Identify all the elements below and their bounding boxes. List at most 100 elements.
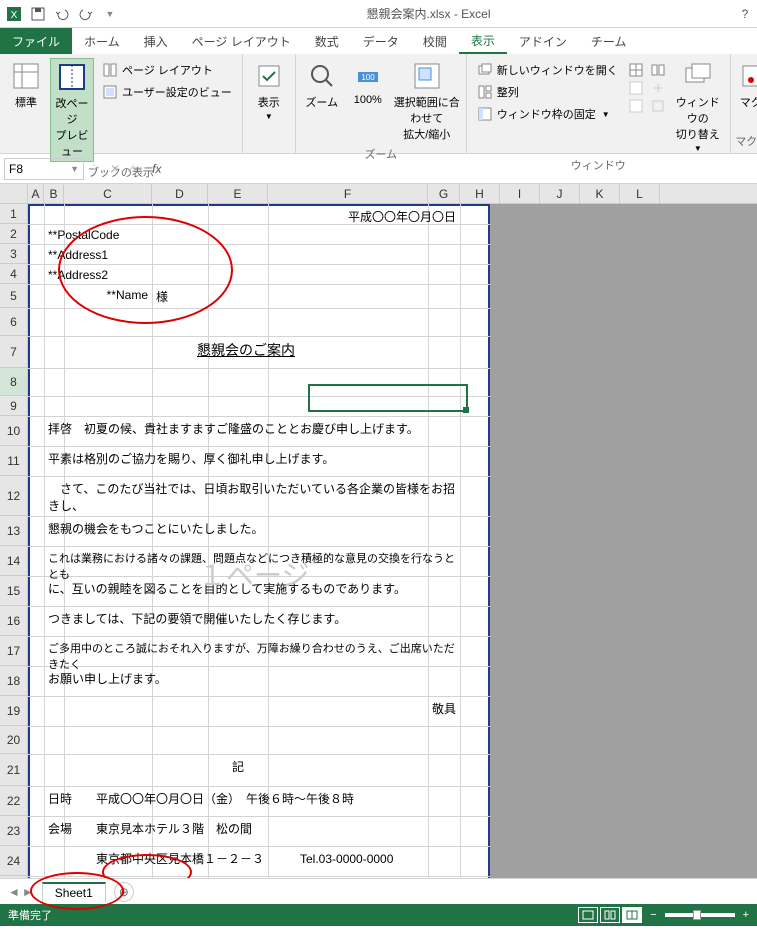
help-icon[interactable]: ?: [733, 7, 757, 21]
show-button[interactable]: 表示▼: [247, 58, 291, 123]
col-header-E[interactable]: E: [208, 184, 268, 203]
tab-home[interactable]: ホーム: [72, 28, 132, 54]
col-header-A[interactable]: A: [28, 184, 44, 203]
cell-B16[interactable]: つきましては、下記の要領で開催いたしたく存じます。: [48, 610, 456, 627]
cell-B17[interactable]: ご多用中のところ誠におそれ入りますが、万障お繰り合わせのうえ、ご出席いただきたく: [48, 640, 456, 672]
cell-F1[interactable]: 平成〇〇年〇月〇日: [272, 208, 456, 225]
sheet-prev-icon[interactable]: ◄: [8, 885, 20, 899]
cell-B10[interactable]: 拝啓 初夏の候、貴社ますますご隆盛のこととお慶び申し上げます。: [48, 420, 456, 437]
zoom-in-icon[interactable]: +: [743, 909, 749, 921]
view-pagelayout-icon[interactable]: [600, 907, 620, 923]
row-header-16[interactable]: 16: [0, 606, 28, 636]
qat-dropdown-icon[interactable]: ▼: [100, 4, 120, 24]
row-header-20[interactable]: 20: [0, 726, 28, 754]
cell-B2[interactable]: **PostalCode: [48, 228, 204, 242]
tab-page-layout[interactable]: ページ レイアウト: [180, 28, 303, 54]
cell-C5[interactable]: **Name: [68, 288, 148, 302]
zoom-selection-button[interactable]: 選択範囲に合わせて 拡大/縮小: [392, 58, 462, 144]
row-header-1[interactable]: 1: [0, 204, 28, 224]
col-header-J[interactable]: J: [540, 184, 580, 203]
row-header-17[interactable]: 17: [0, 636, 28, 666]
macro-button[interactable]: マク: [735, 58, 757, 112]
zoom-button[interactable]: ズーム: [300, 58, 344, 112]
col-header-D[interactable]: D: [152, 184, 208, 203]
row-header-12[interactable]: 12: [0, 476, 28, 516]
reset-pos-icon[interactable]: [650, 98, 666, 114]
cells-region[interactable]: 平成〇〇年〇月〇日 **PostalCode **Address1 **Address…: [28, 204, 757, 878]
row-header-2[interactable]: 2: [0, 224, 28, 244]
custom-views-button[interactable]: ユーザー設定のビュー: [98, 82, 236, 102]
col-header-K[interactable]: K: [580, 184, 620, 203]
fx-icon[interactable]: fx: [146, 162, 167, 176]
cell-E21[interactable]: 記: [212, 758, 264, 775]
zoom-slider[interactable]: [665, 913, 735, 917]
normal-view-button[interactable]: 標準: [4, 58, 48, 112]
unhide-icon[interactable]: [628, 98, 644, 114]
tab-data[interactable]: データ: [351, 28, 411, 54]
sheet-nav[interactable]: ◄ ►: [8, 885, 34, 899]
cell-F19[interactable]: 敬具: [272, 700, 456, 717]
row-header-4[interactable]: 4: [0, 264, 28, 284]
add-sheet-button[interactable]: ⊕: [114, 882, 134, 902]
undo-icon[interactable]: [52, 4, 72, 24]
row-header-10[interactable]: 10: [0, 416, 28, 446]
row-header-14[interactable]: 14: [0, 546, 28, 576]
cell-C7[interactable]: 懇親会のご案内: [68, 340, 424, 360]
sheet-tab-1[interactable]: Sheet1: [42, 882, 106, 902]
new-window-button[interactable]: 新しいウィンドウを開く: [473, 60, 622, 80]
name-box-dropdown-icon[interactable]: ▼: [70, 164, 79, 174]
zoom-out-icon[interactable]: −: [650, 909, 656, 921]
view-pagebreak-icon[interactable]: [622, 907, 642, 923]
row-header-18[interactable]: 18: [0, 666, 28, 696]
col-header-L[interactable]: L: [620, 184, 660, 203]
select-all-corner[interactable]: [0, 184, 28, 203]
row-header-22[interactable]: 22: [0, 786, 28, 816]
tab-addin[interactable]: アドイン: [507, 28, 579, 54]
row-header-8[interactable]: 8: [0, 368, 28, 396]
row-header-13[interactable]: 13: [0, 516, 28, 546]
row-header-23[interactable]: 23: [0, 816, 28, 846]
tab-view[interactable]: 表示: [459, 28, 507, 54]
page-layout-view-button[interactable]: ページ レイアウト: [98, 60, 236, 80]
cell-B13[interactable]: 懇親の機会をもつことにいたしました。: [48, 520, 456, 537]
row-header-7[interactable]: 7: [0, 336, 28, 368]
row-header-25[interactable]: 25: [0, 876, 28, 878]
redo-icon[interactable]: [76, 4, 96, 24]
tab-review[interactable]: 校閲: [411, 28, 459, 54]
tab-formulas[interactable]: 数式: [303, 28, 351, 54]
tab-insert[interactable]: 挿入: [132, 28, 180, 54]
row-header-5[interactable]: 5: [0, 284, 28, 308]
tab-file[interactable]: ファイル: [0, 28, 72, 54]
row-header-11[interactable]: 11: [0, 446, 28, 476]
row-header-3[interactable]: 3: [0, 244, 28, 264]
save-icon[interactable]: [28, 4, 48, 24]
view-side-icon[interactable]: [650, 62, 666, 78]
zoom-100-button[interactable]: 100 100%: [346, 58, 390, 108]
col-header-I[interactable]: I: [500, 184, 540, 203]
cell-B3[interactable]: **Address1: [48, 248, 204, 262]
split-icon[interactable]: [628, 62, 644, 78]
col-header-C[interactable]: C: [64, 184, 152, 203]
sync-scroll-icon[interactable]: [650, 80, 666, 96]
row-header-21[interactable]: 21: [0, 754, 28, 786]
sheet-next-icon[interactable]: ►: [22, 885, 34, 899]
cell-B4[interactable]: **Address2: [48, 268, 204, 282]
formula-input[interactable]: [171, 158, 753, 180]
cell-D5[interactable]: 様: [156, 288, 204, 305]
name-box[interactable]: F8 ▼: [4, 158, 84, 180]
switch-window-button[interactable]: ウィンドウの 切り替え▼: [670, 58, 726, 155]
hide-icon[interactable]: [628, 80, 644, 96]
row-header-24[interactable]: 24: [0, 846, 28, 876]
tab-team[interactable]: チーム: [579, 28, 639, 54]
row-header-19[interactable]: 19: [0, 696, 28, 726]
cell-B23[interactable]: 会場 東京見本ホテル３階 松の間: [48, 820, 456, 837]
cell-B12[interactable]: さて、このたび当社では、日頃お取引いただいている各企業の皆様をお招きし、: [48, 480, 456, 514]
row-header-6[interactable]: 6: [0, 308, 28, 336]
cell-B22[interactable]: 日時 平成〇〇年〇月〇日（金） 午後６時～午後８時: [48, 790, 456, 807]
freeze-panes-button[interactable]: ウィンドウ枠の固定▼: [473, 104, 622, 124]
col-header-F[interactable]: F: [268, 184, 428, 203]
cell-B11[interactable]: 平素は格別のご協力を賜り、厚く御礼申し上げます。: [48, 450, 456, 467]
col-header-G[interactable]: G: [428, 184, 460, 203]
col-header-H[interactable]: H: [460, 184, 500, 203]
cell-B24[interactable]: 東京都中央区見本橋１－２－３ Tel.03-0000-0000: [48, 850, 456, 867]
